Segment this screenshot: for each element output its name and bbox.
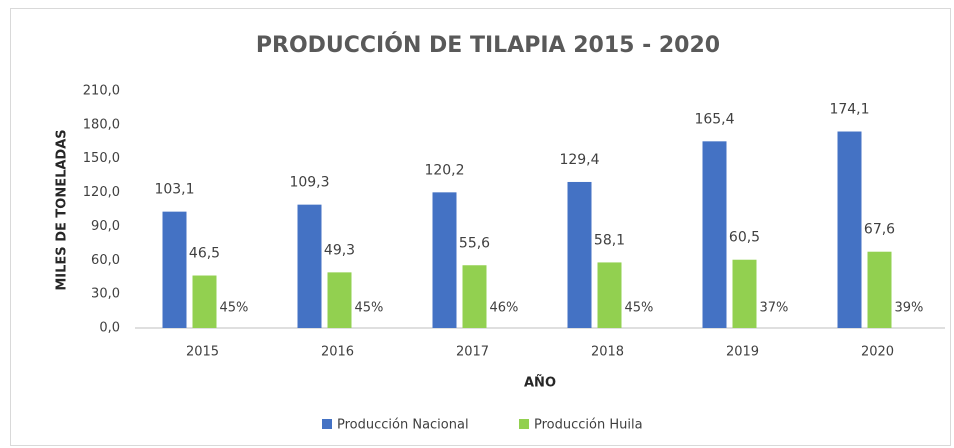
value-label: 60,5	[729, 230, 760, 246]
y-tick-label: 210,0	[83, 84, 120, 99]
share-label: 45%	[220, 301, 249, 316]
legend-swatch	[322, 419, 332, 429]
value-label: 67,6	[864, 222, 895, 238]
y-tick-label: 30,0	[91, 287, 120, 302]
x-tick-label: 2015	[186, 345, 219, 360]
legend-swatch	[519, 419, 529, 429]
bar	[327, 272, 352, 328]
value-label: 46,5	[189, 246, 220, 262]
y-tick-label: 60,0	[91, 253, 120, 268]
value-label: 129,4	[559, 152, 599, 168]
share-label: 39%	[895, 301, 924, 316]
y-tick-label: 90,0	[91, 219, 120, 234]
value-label: 174,1	[829, 102, 869, 118]
bar	[837, 131, 862, 328]
bar	[597, 262, 622, 328]
value-label: 58,1	[594, 232, 625, 248]
bar	[732, 259, 757, 328]
x-tick-label: 2017	[456, 345, 489, 360]
chart-frame	[10, 8, 951, 446]
value-label: 165,4	[694, 111, 734, 127]
value-label: 120,2	[424, 162, 464, 178]
legend-label: Producción Huila	[534, 418, 643, 433]
value-label: 103,1	[154, 182, 194, 198]
bar	[192, 275, 217, 328]
value-label: 49,3	[324, 242, 355, 258]
bar	[297, 204, 322, 328]
x-tick-label: 2016	[321, 345, 354, 360]
share-label: 46%	[490, 301, 519, 316]
share-label: 37%	[760, 301, 789, 316]
y-axis-title: MILES DE TONELADAS	[55, 129, 70, 290]
x-axis-title: AÑO	[524, 375, 556, 391]
bar	[567, 181, 592, 328]
y-tick-label: 180,0	[83, 117, 120, 132]
share-label: 45%	[625, 301, 654, 316]
legend-label: Producción Nacional	[337, 418, 469, 433]
value-label: 55,6	[459, 235, 490, 251]
x-tick-label: 2019	[726, 345, 759, 360]
y-tick-label: 0,0	[99, 321, 120, 336]
bar	[432, 192, 457, 328]
bar	[162, 211, 187, 328]
chart-title: PRODUCCIÓN DE TILAPIA 2015 - 2020	[256, 32, 720, 58]
y-tick-label: 150,0	[83, 151, 120, 166]
x-tick-label: 2020	[861, 345, 894, 360]
y-tick-label: 120,0	[83, 185, 120, 200]
bar	[702, 141, 727, 328]
bar	[867, 251, 892, 328]
bar	[462, 265, 487, 328]
x-tick-label: 2018	[591, 345, 624, 360]
value-label: 109,3	[289, 175, 329, 191]
share-label: 45%	[355, 301, 384, 316]
